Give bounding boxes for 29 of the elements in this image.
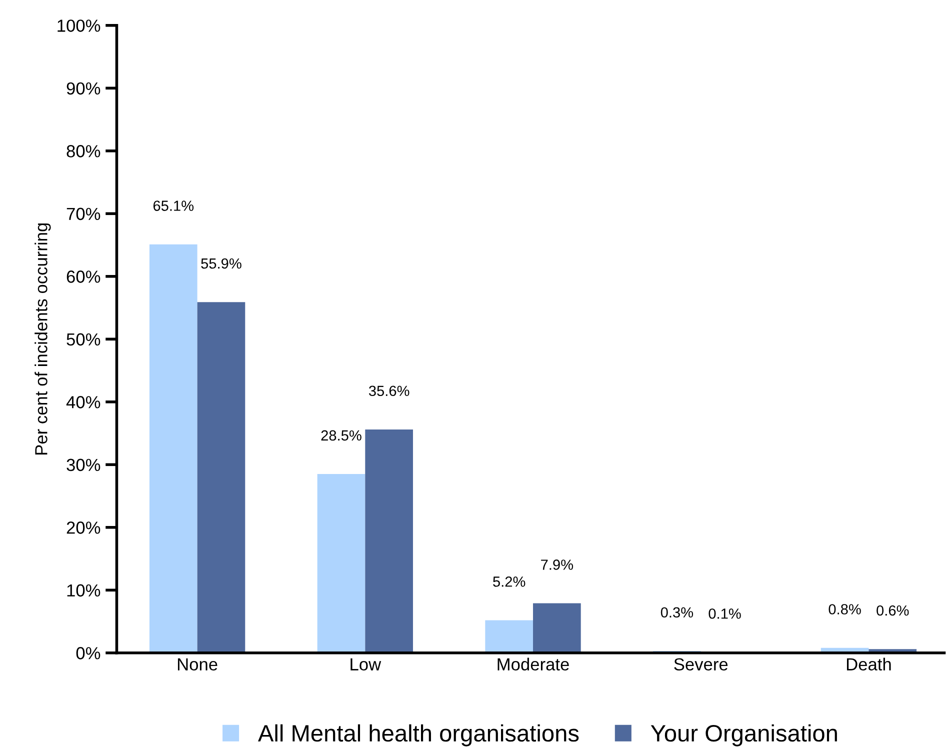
y-tick-label: 90%: [66, 82, 100, 95]
y-tick-label: 60%: [66, 270, 100, 283]
data-label: 0.3%: [660, 607, 694, 618]
y-tick-label: 80%: [66, 145, 100, 158]
data-label: 55.9%: [201, 258, 242, 269]
legend-label: All Mental health organisations: [258, 724, 579, 746]
y-tick-label: 100%: [58, 20, 100, 32]
data-label: 35.6%: [368, 386, 410, 396]
y-tick-label: 30%: [66, 458, 100, 472]
y-tick-label: 0%: [76, 647, 100, 660]
data-label: 0.8%: [828, 604, 861, 614]
x-tick-label: Low: [350, 658, 382, 670]
data-label: 65.1%: [153, 200, 194, 211]
data-label: 0.6%: [876, 605, 909, 616]
legend-label: Your Organisation: [650, 724, 837, 746]
data-label: 7.9%: [541, 560, 574, 570]
x-tick-label: Severe: [674, 658, 728, 670]
x-tick-label: Moderate: [498, 658, 569, 670]
data-label: 0.1%: [708, 608, 741, 619]
data-label: 5.2%: [493, 576, 526, 587]
x-tick-label: Death: [846, 658, 891, 670]
y-tick-label: 20%: [66, 522, 100, 534]
y-axis-title: Per cent of incidents occurring: [34, 223, 51, 454]
x-tick-label: None: [178, 658, 218, 670]
data-label: 28.5%: [321, 430, 362, 441]
y-tick-label: 10%: [67, 584, 100, 597]
y-tick-label: 40%: [66, 396, 100, 408]
y-tick-label: 70%: [66, 208, 100, 220]
y-tick-label: 50%: [66, 333, 100, 346]
